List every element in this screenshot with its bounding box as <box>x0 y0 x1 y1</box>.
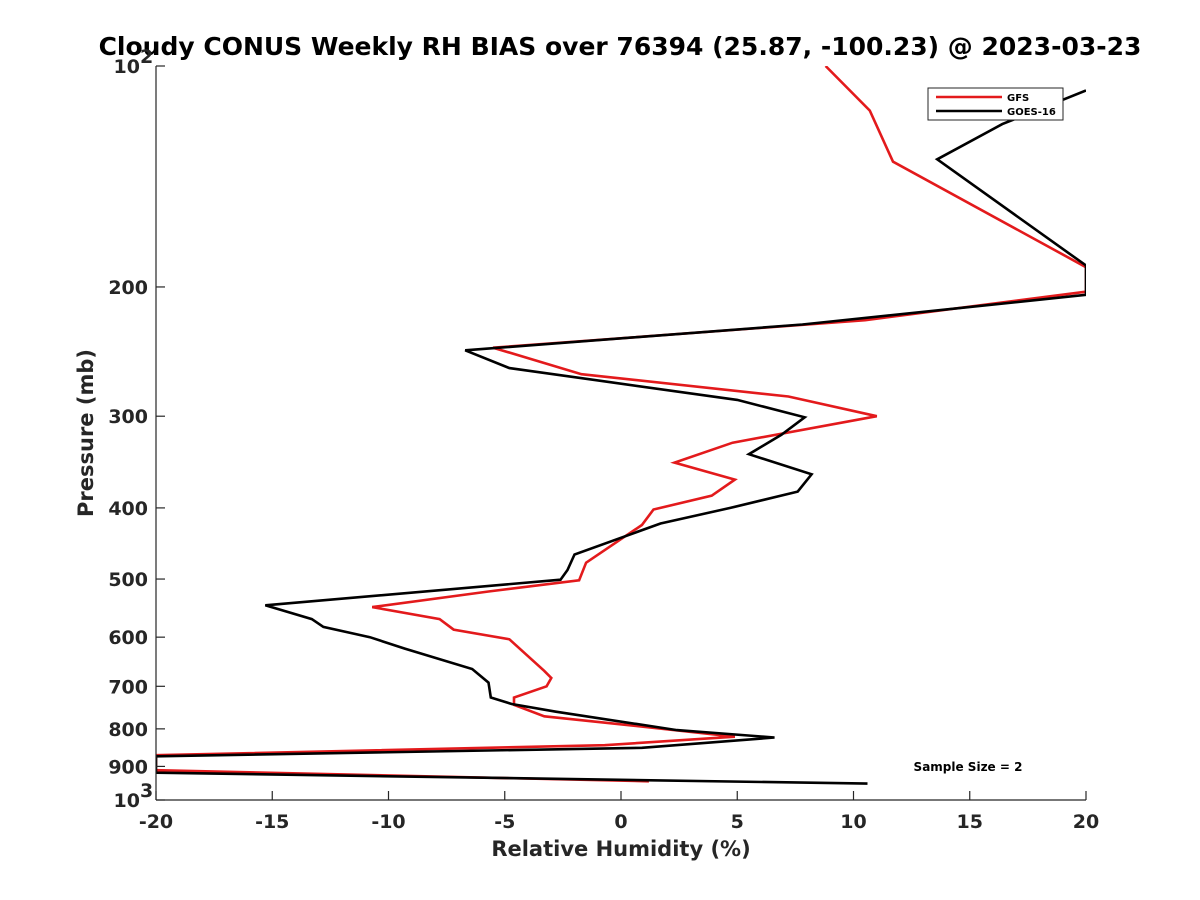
y-tick-label: 10 <box>114 56 140 78</box>
x-tick-label: 20 <box>1073 811 1099 833</box>
series-layer <box>156 66 1086 785</box>
x-tick-label: 5 <box>731 811 744 833</box>
x-tick-label: -20 <box>139 811 173 833</box>
y-tick-label: 300 <box>108 406 148 428</box>
y-tick-label: 700 <box>108 676 148 698</box>
legend-box <box>927 87 1064 121</box>
y-tick-label: 500 <box>108 569 148 591</box>
y-tick-label: 800 <box>108 719 148 741</box>
x-axis-label: Relative Humidity (%) <box>491 837 750 861</box>
y-tick-label: 10 <box>114 790 140 812</box>
x-tick-label: 0 <box>614 811 627 833</box>
y-tick-exponent: 2 <box>140 46 153 68</box>
x-tick-label: 15 <box>957 811 983 833</box>
axes-layer <box>155 66 1086 801</box>
chart-title: Cloudy CONUS Weekly RH BIAS over 76394 (… <box>99 32 1142 61</box>
plot-area <box>156 66 1086 785</box>
legend-label-goes16: GOES-16 <box>1007 107 1056 118</box>
y-tick-label: 400 <box>108 498 148 520</box>
y-tick-label: 900 <box>108 756 148 778</box>
series-line-goes16 <box>156 89 1086 785</box>
x-tick-label: -15 <box>255 811 289 833</box>
legend: GFS GOES-16 <box>927 87 1064 121</box>
series-line-gfs <box>156 66 1086 783</box>
y-axis-label: Pressure (mb) <box>74 349 98 517</box>
y-tick-label: 200 <box>108 277 148 299</box>
y-tick-exponent: 3 <box>140 780 153 802</box>
x-tick-label: -5 <box>494 811 515 833</box>
y-tick-label: 600 <box>108 627 148 649</box>
sample-size-annotation: Sample Size = 2 <box>914 760 1023 774</box>
x-tick-label: -10 <box>371 811 405 833</box>
x-tick-label: 10 <box>840 811 866 833</box>
x-ticks: -20 -15 -10 -5 0 5 10 15 20 <box>139 791 1099 833</box>
legend-label-gfs: GFS <box>1007 93 1029 104</box>
